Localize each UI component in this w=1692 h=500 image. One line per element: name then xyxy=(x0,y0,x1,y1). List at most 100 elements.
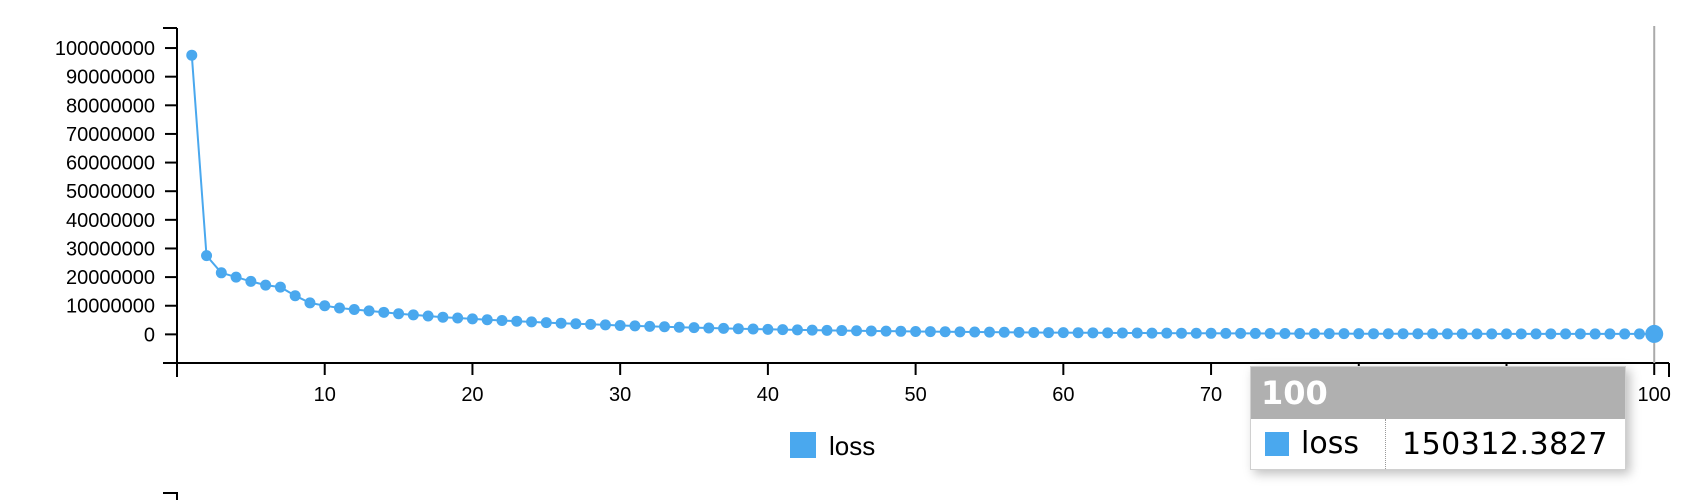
data-point xyxy=(599,319,611,331)
legend[interactable]: loss xyxy=(790,431,875,461)
data-point xyxy=(939,326,951,338)
data-point xyxy=(555,317,567,329)
data-point xyxy=(1515,328,1527,340)
data-point xyxy=(1560,328,1572,340)
data-point xyxy=(511,315,523,327)
data-point xyxy=(836,325,848,337)
data-point xyxy=(1530,328,1542,340)
y-tick-label: 10000000 xyxy=(66,296,155,318)
data-point xyxy=(319,300,331,312)
data-point xyxy=(851,325,863,337)
data-point xyxy=(407,309,419,321)
data-point xyxy=(895,325,907,337)
data-point xyxy=(496,314,508,326)
y-axis: 0 10000000 20000000 30000000 40000000 5000000… xyxy=(55,27,178,364)
data-point xyxy=(983,326,995,338)
data-point xyxy=(658,321,670,333)
data-point xyxy=(1190,327,1202,339)
data-point xyxy=(1412,328,1424,340)
data-point xyxy=(1220,327,1232,339)
data-point xyxy=(791,324,803,336)
data-point xyxy=(1545,328,1557,340)
data-point-highlighted xyxy=(1645,324,1664,343)
y-tick-label: 30000000 xyxy=(66,238,155,260)
data-point xyxy=(481,314,493,326)
data-point xyxy=(378,306,390,318)
data-point xyxy=(969,326,981,338)
data-point xyxy=(1382,328,1394,340)
x-tick-label: 100 xyxy=(1638,384,1671,406)
data-point xyxy=(1323,328,1335,340)
data-point xyxy=(747,323,759,335)
data-point xyxy=(1338,328,1350,340)
data-point xyxy=(1057,327,1069,339)
data-point xyxy=(910,325,922,337)
data-point xyxy=(1205,327,1217,339)
y-tick-label: 80000000 xyxy=(66,95,155,117)
data-point xyxy=(540,317,552,329)
y-tick-label: 60000000 xyxy=(66,153,155,175)
data-point xyxy=(1574,328,1586,340)
x-tick-label: 50 xyxy=(904,384,926,406)
data-point xyxy=(245,275,257,287)
data-point xyxy=(526,316,538,328)
data-point xyxy=(703,322,715,334)
y-tick-label: 20000000 xyxy=(66,267,155,289)
data-point xyxy=(1308,328,1320,340)
data-point xyxy=(393,308,405,320)
data-point xyxy=(1249,327,1261,339)
data-point xyxy=(1072,327,1084,339)
data-point xyxy=(1633,328,1645,340)
data-point xyxy=(215,267,227,279)
tooltip-title: 100 xyxy=(1251,367,1625,419)
data-point xyxy=(422,310,434,322)
data-point xyxy=(1116,327,1128,339)
data-point xyxy=(865,325,877,337)
data-point xyxy=(304,297,316,309)
data-point xyxy=(570,318,582,330)
legend-swatch-loss[interactable] xyxy=(790,432,816,458)
hover-tooltip: 100 loss 150312.3827 xyxy=(1250,366,1626,470)
y-tick-label: 90000000 xyxy=(66,67,155,89)
data-point xyxy=(1176,327,1188,339)
tooltip-row: loss 150312.3827 xyxy=(1251,419,1625,469)
data-point xyxy=(673,321,685,333)
x-tick-label: 10 xyxy=(314,384,336,406)
data-point xyxy=(1235,327,1247,339)
data-point xyxy=(644,320,656,332)
y-tick-label: 40000000 xyxy=(66,210,155,232)
legend-label-loss[interactable]: loss xyxy=(829,431,875,461)
data-point xyxy=(289,290,301,302)
data-point xyxy=(1043,327,1055,339)
x-axis: 102030405060708090100 xyxy=(176,362,1671,406)
data-point xyxy=(880,325,892,337)
data-point xyxy=(1028,326,1040,338)
data-point xyxy=(1102,327,1114,339)
data-point xyxy=(1146,327,1158,339)
tooltip-series-name: loss xyxy=(1301,419,1386,469)
data-point xyxy=(1013,326,1025,338)
data-point xyxy=(585,318,597,330)
x-tick-label: 20 xyxy=(461,384,483,406)
data-point xyxy=(1397,328,1409,340)
data-point xyxy=(954,326,966,338)
data-point xyxy=(777,324,789,336)
tooltip-swatch-loss xyxy=(1265,432,1289,456)
x-tick-label: 40 xyxy=(757,384,779,406)
y-tick-label: 70000000 xyxy=(66,124,155,146)
data-point xyxy=(1427,328,1439,340)
data-point xyxy=(1501,328,1513,340)
data-point xyxy=(1368,328,1380,340)
data-point xyxy=(718,322,730,334)
series-points-loss xyxy=(186,49,1664,343)
data-point xyxy=(348,303,360,315)
data-point xyxy=(1264,327,1276,339)
y-tick-label: 100000000 xyxy=(55,38,155,60)
data-point xyxy=(629,320,641,332)
data-point xyxy=(1456,328,1468,340)
x-tick-label: 60 xyxy=(1052,384,1074,406)
data-point xyxy=(688,322,700,334)
y-tick-label: 50000000 xyxy=(66,181,155,203)
data-point xyxy=(1604,328,1616,340)
series-line-loss xyxy=(190,55,1655,335)
